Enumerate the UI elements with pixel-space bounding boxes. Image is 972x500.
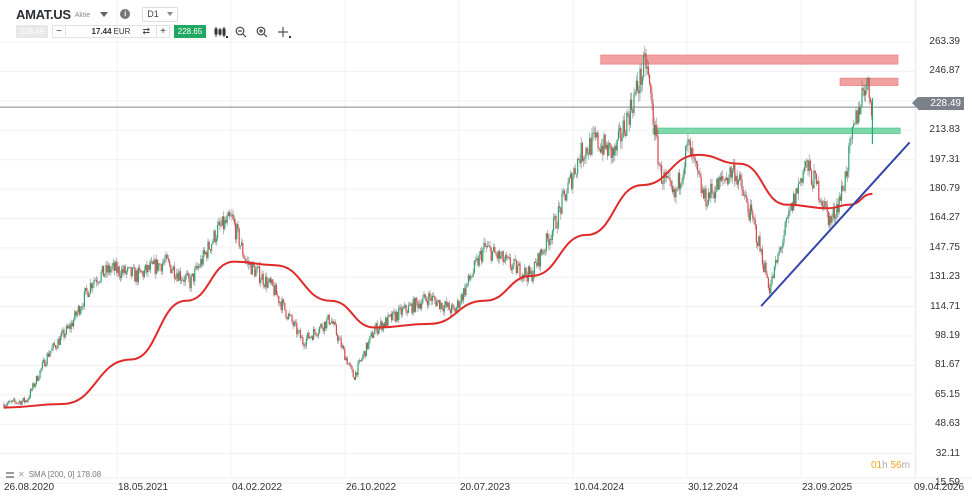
price-tick-label: 32.11 <box>935 447 960 459</box>
trendline[interactable] <box>760 141 911 307</box>
candle-countdown: 01h 56m <box>871 460 910 471</box>
chart-header: AMAT.US Aktie i D1 228.49 − 17.44 EUR ⇄ … <box>0 0 330 44</box>
date-tick-label: 20.07.2023 <box>460 482 511 493</box>
price-tick-label: 131.23 <box>929 271 960 283</box>
quantity-value: 17.44 <box>91 27 112 36</box>
quantity-input[interactable]: 17.44 EUR ⇄ <box>65 26 157 37</box>
price-tick-label: 114.71 <box>930 300 960 312</box>
quantity-currency: EUR <box>113 27 131 36</box>
countdown-minutes: 56 <box>890 460 902 471</box>
price-tick-label: 263.39 <box>929 36 960 47</box>
date-tick-label: 09.04.2026 <box>914 482 965 493</box>
zoom-out-icon[interactable] <box>234 25 248 38</box>
remove-indicator-icon[interactable]: ✕ <box>18 470 25 479</box>
quantity-stepper[interactable]: − 17.44 EUR ⇄ + <box>52 25 170 38</box>
sma-200-line[interactable] <box>3 153 873 409</box>
grid-lines <box>0 0 972 484</box>
indicator-legend: ✕ SMA [200, 0] 178.08 <box>6 470 101 479</box>
indicator-settings-icon[interactable] <box>6 471 14 478</box>
chevron-down-icon <box>167 12 174 16</box>
countdown-h-unit: h <box>882 460 888 471</box>
price-tick-label: 15.59 <box>934 477 960 489</box>
indicator-label: SMA [200, 0] 178.08 <box>28 470 102 479</box>
price-tick-label: 180.79 <box>929 183 960 195</box>
price-tick-label: 48.63 <box>934 418 960 430</box>
date-tick-label: 26.08.2020 <box>4 482 55 493</box>
price-tick-label: 98.19 <box>934 330 960 342</box>
decrease-button[interactable]: − <box>56 26 62 37</box>
sell-price-button[interactable]: 228.49 <box>16 25 48 38</box>
info-icon[interactable]: i <box>120 9 131 19</box>
price-tick-label: 147.75 <box>929 241 960 253</box>
swap-icon[interactable]: ⇄ <box>142 26 150 36</box>
date-tick-label: 30.12.2024 <box>688 482 739 493</box>
price-tick-label: 213.83 <box>929 124 960 136</box>
symbol-dropdown-caret-icon[interactable] <box>100 11 109 17</box>
increase-button[interactable]: + <box>160 26 166 37</box>
crosshair-icon[interactable] <box>276 25 291 38</box>
asset-type: Aktie <box>74 11 91 19</box>
candlesticks <box>3 45 874 409</box>
price-tick-label: 81.67 <box>934 359 960 371</box>
countdown-hours: 01 <box>871 460 883 471</box>
countdown-m-unit: m <box>901 460 910 471</box>
candlestick-type-icon[interactable] <box>213 25 228 38</box>
date-tick-label: 10.04.2024 <box>574 482 625 493</box>
timeframe-value: D1 <box>147 9 159 19</box>
date-tick-label: 26.10.2022 <box>346 482 397 493</box>
timeframe-select[interactable]: D1 <box>142 6 179 22</box>
current-price-tag: 228.49 <box>912 97 964 110</box>
price-tick-label: 65.15 <box>934 388 960 400</box>
price-tick-label: 164.27 <box>929 212 960 224</box>
date-tick-label: 23.09.2025 <box>802 482 853 493</box>
price-tick-label: 246.87 <box>929 65 960 77</box>
date-tick-label: 04.02.2022 <box>232 482 283 493</box>
zoom-in-icon[interactable] <box>255 25 269 38</box>
buy-price-button[interactable]: 228.65 <box>174 25 206 38</box>
price-tick-label: 197.31 <box>929 153 960 165</box>
date-tick-label: 18.05.2021 <box>118 482 169 493</box>
symbol-name[interactable]: AMAT.US <box>16 6 71 22</box>
